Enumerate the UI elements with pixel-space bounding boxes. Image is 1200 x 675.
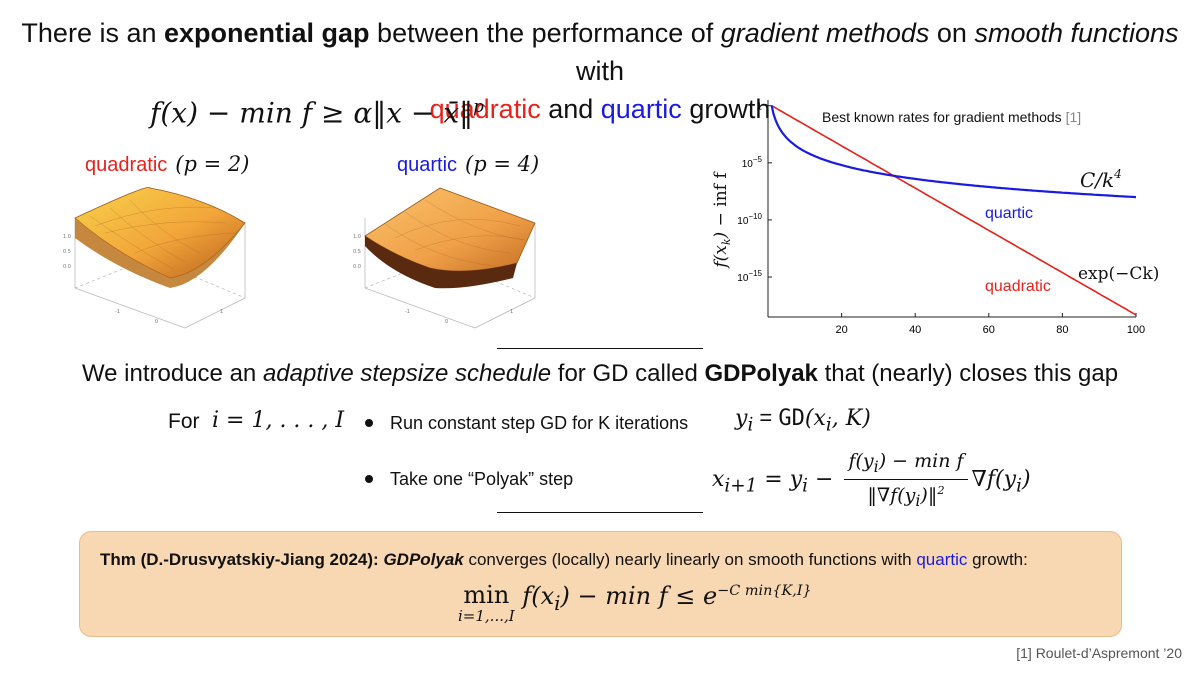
svg-text:0: 0 (445, 319, 448, 325)
bullet-icon (365, 475, 373, 483)
svg-text:1.0: 1.0 (353, 234, 361, 240)
quartic-surface-plot: 1.0 0.5 0.0 -1 0 1 (353, 187, 536, 329)
quadratic-p: (p = 2) (175, 152, 250, 176)
gd-equation: yi = GD(xi, K) (735, 405, 871, 436)
chart-title: Best known rates for gradient methods [1… (822, 109, 1081, 125)
x-tick-label: 80 (1056, 324, 1068, 336)
x-tick-label: 20 (835, 324, 847, 336)
quartic-p: (p = 4) (465, 152, 540, 176)
reference-footnote: [1] Roulet-d’Aspremont ’20 (1016, 645, 1182, 661)
title-quadratic: quadratic (429, 94, 541, 124)
bullet-run-gd: Run constant step GD for K iterations (390, 413, 689, 433)
intro-italic: adaptive stepsize schedule (262, 360, 552, 387)
quadratic-surface-label: quadratic (p = 2) (85, 152, 249, 177)
svg-text:1: 1 (510, 309, 513, 315)
bullet-icon (365, 419, 373, 427)
rates-chart: 20 40 60 80 100 1 10−5 10−10 10−15 Best known r… (711, 100, 1159, 336)
title-emphasis: exponential gap (164, 18, 370, 48)
y-tick-label: 10−15 (737, 269, 762, 284)
method-intro: We introduce an adaptive stepsize schedu… (81, 360, 1119, 387)
y-tick-label: 1 (756, 102, 762, 113)
theorem-quartic: quartic (916, 550, 968, 569)
title-text: There is an (21, 18, 164, 48)
svg-text:-1: -1 (405, 309, 410, 315)
title-text: growth (681, 94, 771, 124)
growth-inequality: f(x) − min f ≥ α‖x − x̄‖p (150, 96, 484, 129)
quartic-surface-label: quartic (p = 4) (397, 152, 539, 177)
theorem-method: GDPolyak (383, 550, 464, 569)
quadratic-surface-plot: 1.0 0.5 0.0 -1 0 1 (63, 187, 246, 329)
inequality-exponent: p (473, 96, 484, 116)
title-text: with (575, 56, 624, 86)
title-text: on (929, 18, 975, 48)
svg-text:1.0: 1.0 (63, 234, 71, 240)
svg-text:0.5: 0.5 (353, 249, 361, 255)
y-tick-label: 10−5 (742, 155, 763, 170)
for-label: For (168, 410, 200, 433)
method-name: GDPolyak (704, 360, 818, 387)
x-tick-label: 40 (909, 324, 921, 336)
series-line-quartic (770, 105, 1137, 199)
svg-text:-1: -1 (115, 309, 120, 315)
theorem-formula: min i=1,...,I f(xi) − min f ≤ e−C min{K,I… (458, 581, 812, 625)
quadratic-surface (74, 187, 246, 279)
y-axis-label: f(xk) − inf f (711, 171, 733, 270)
title-italic: gradient methods (720, 18, 930, 48)
for-range: i = 1, . . . , I (212, 408, 345, 433)
divider-bottom (497, 512, 703, 513)
x-tick-label: 100 (1127, 324, 1145, 336)
title-text: and (540, 94, 601, 124)
quadratic-rate-label: exp(−Ck) (1078, 264, 1159, 284)
quartic-label: quartic (397, 154, 458, 176)
inequality-text: f(x) − min f ≥ α‖x − x̄‖ (150, 96, 474, 130)
theorem-statement: Thm (D.-Drusvyatskiy-Jiang 2024): GDPoly… (100, 550, 1028, 569)
quartic-rate-label: C/k4 (1080, 167, 1122, 192)
svg-text:0.5: 0.5 (63, 249, 71, 255)
svg-text:0.0: 0.0 (63, 264, 71, 270)
svg-text:0.0: 0.0 (353, 264, 361, 270)
polyak-equation: xi+1 = yi − f(yi) − min f ‖∇f(yi)‖2 ∇f(yi) (712, 450, 1031, 510)
slide-title: There is an exponential gap between the … (0, 14, 1200, 128)
quartic-curve-label: quartic (985, 205, 1033, 222)
bullet-polyak-step: Take one “Polyak” step (390, 469, 574, 489)
quadratic-curve-label: quadratic (985, 278, 1051, 295)
divider-top (497, 348, 703, 349)
title-italic: smooth functions (974, 18, 1179, 48)
svg-text:0: 0 (155, 319, 158, 325)
theorem-head: Thm (D.-Drusvyatskiy-Jiang 2024): (100, 550, 379, 569)
title-text: between the performance of (369, 18, 721, 48)
polyak-fraction: f(yi) − min f ‖∇f(yi)‖2 (844, 450, 968, 510)
svg-text:1: 1 (220, 309, 223, 315)
title-quartic: quartic (600, 94, 682, 124)
y-tick-label: 10−10 (737, 212, 762, 227)
series-line-quadratic (771, 105, 1137, 316)
quadratic-label: quadratic (85, 154, 168, 176)
theorem-box: Thm (D.-Drusvyatskiy-Jiang 2024): GDPoly… (79, 531, 1122, 637)
x-tick-label: 60 (983, 324, 995, 336)
